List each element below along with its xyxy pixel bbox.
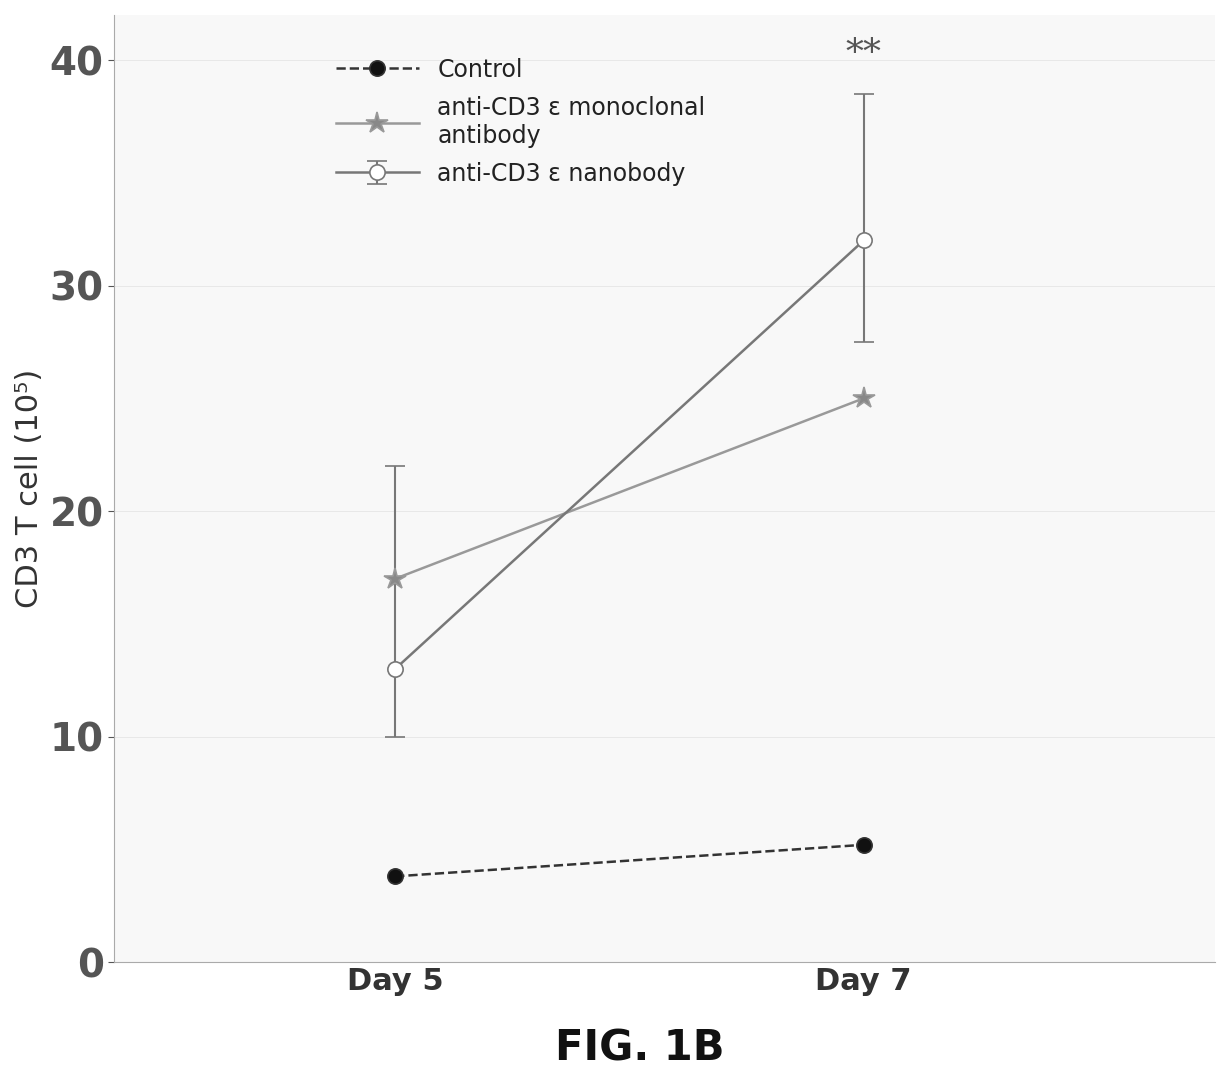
Legend: Control, anti-CD3 ε monoclonal
antibody, anti-CD3 ε nanobody: Control, anti-CD3 ε monoclonal antibody,… [323,46,717,198]
Line: anti-CD3 ε monoclonal
antibody: anti-CD3 ε monoclonal antibody [384,387,875,590]
Control [856,838,871,851]
Line: Control: Control [387,837,871,884]
Text: FIG. 1B: FIG. 1B [555,1028,724,1070]
Text: **: ** [846,37,882,72]
anti-CD3 ε monoclonal
antibody [387,572,402,585]
anti-CD3 ε monoclonal
antibody [856,391,871,404]
Control [387,870,402,883]
Y-axis label: CD3 T cell (10⁵): CD3 T cell (10⁵) [15,368,44,608]
